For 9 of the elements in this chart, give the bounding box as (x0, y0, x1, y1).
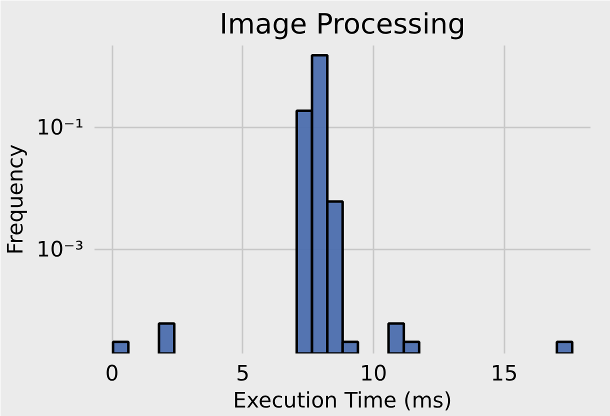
y-tick-label: 10⁻¹ (36, 115, 84, 140)
x-tick-label: 10 (360, 362, 388, 386)
y-axis-title: Frequency (4, 144, 29, 255)
chart-title: Image Processing (219, 8, 466, 40)
x-tick-label: 5 (236, 362, 250, 386)
x-axis-title: Execution Time (ms) (233, 388, 452, 414)
y-tick-label: 10⁻³ (36, 237, 84, 262)
x-tick-label: 15 (490, 362, 518, 386)
x-tick-label: 0 (105, 362, 119, 386)
